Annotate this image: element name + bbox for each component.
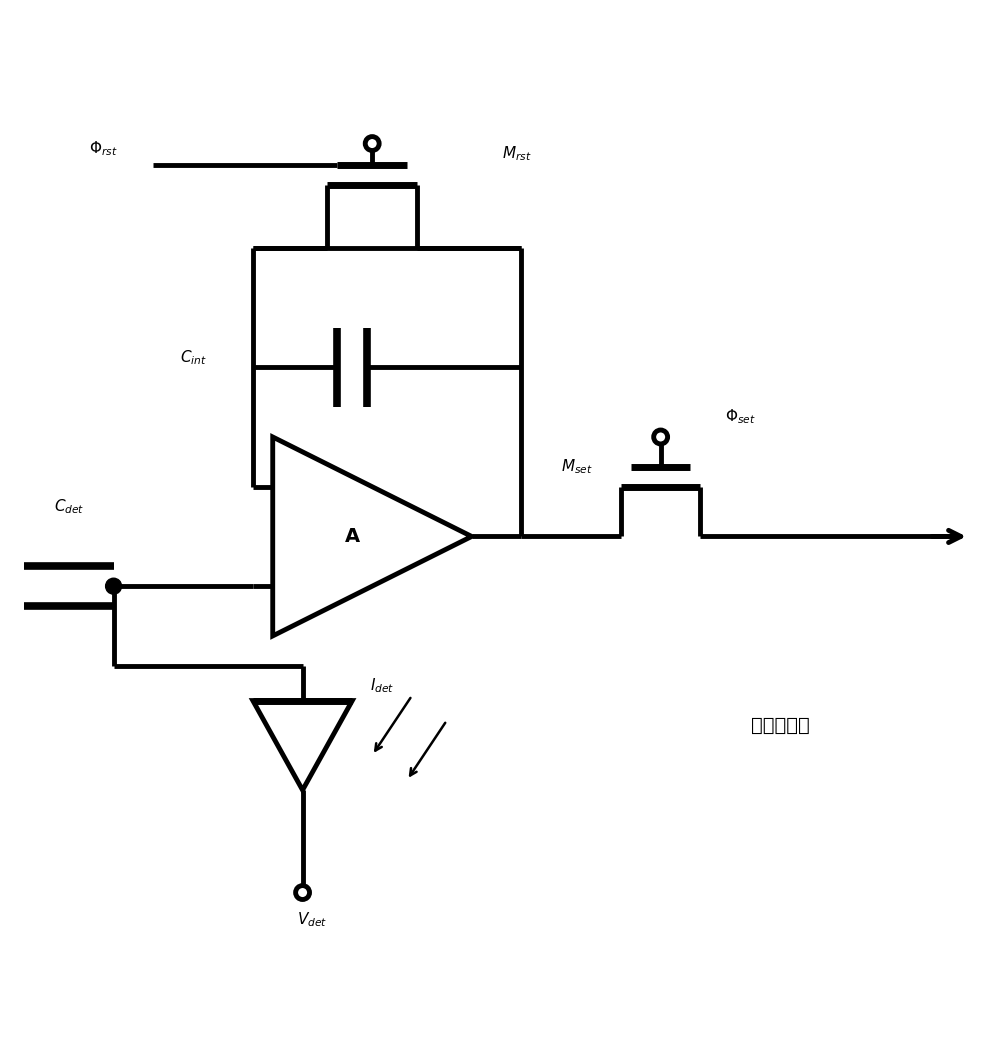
Text: $\Phi_{set}$: $\Phi_{set}$ <box>724 408 755 426</box>
Text: $\Phi_{rst}$: $\Phi_{rst}$ <box>89 139 118 158</box>
Text: 至选通开关: 至选通开关 <box>749 716 809 735</box>
Text: $C_{int}$: $C_{int}$ <box>179 349 206 366</box>
Text: A: A <box>345 526 360 545</box>
Text: $C_{det}$: $C_{det}$ <box>53 497 84 516</box>
Text: $I_{det}$: $I_{det}$ <box>370 676 394 695</box>
Text: $M_{set}$: $M_{set}$ <box>561 457 592 476</box>
Text: $V_{det}$: $V_{det}$ <box>297 910 328 929</box>
Circle shape <box>105 578 121 594</box>
Text: $M_{rst}$: $M_{rst}$ <box>501 144 531 163</box>
